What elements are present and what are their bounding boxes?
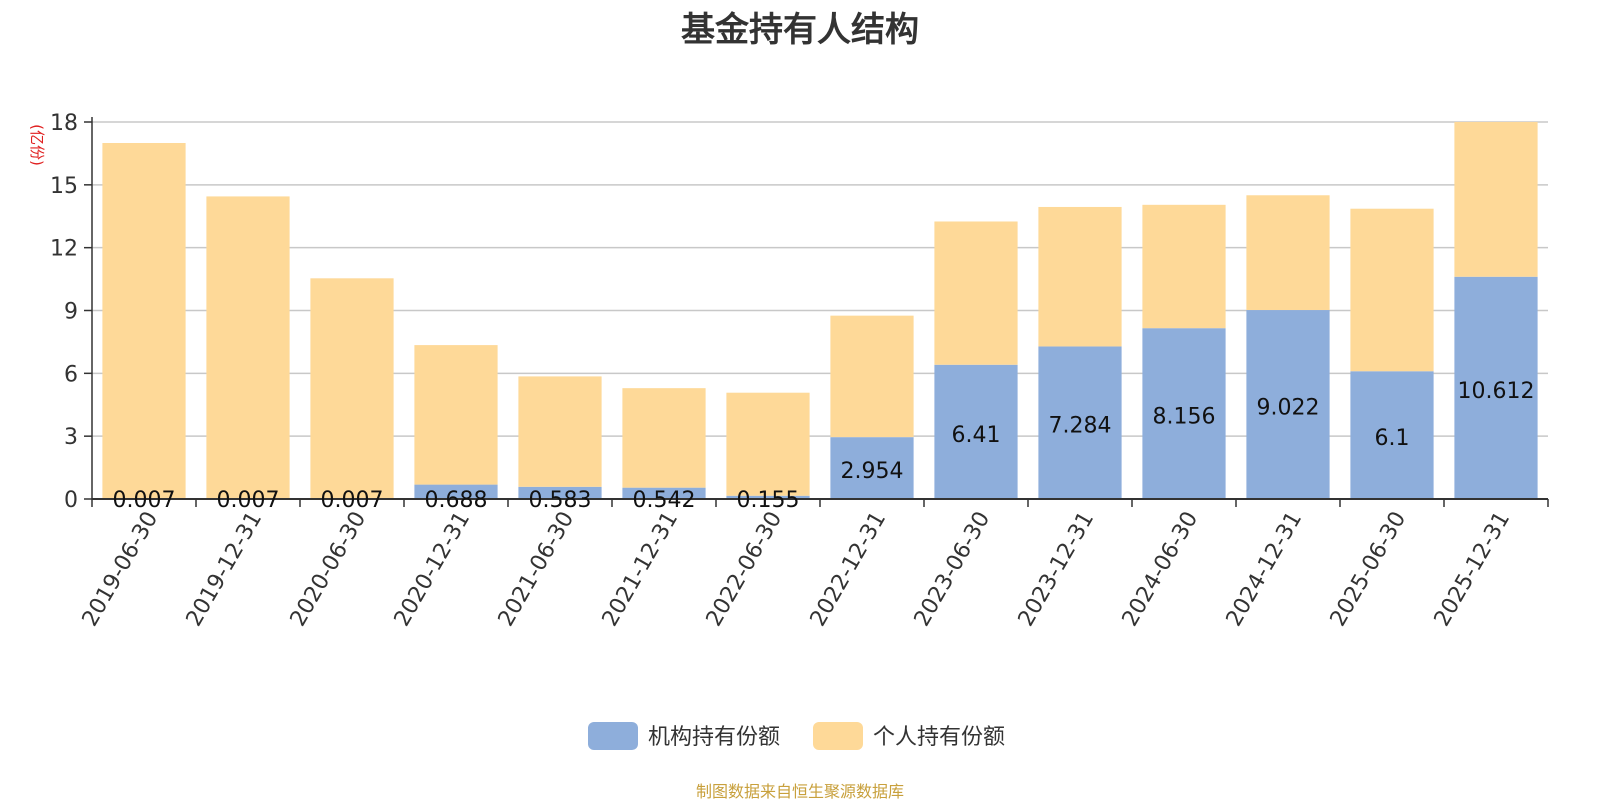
y-tick-label: 3 — [64, 425, 78, 450]
data-label: 0.155 — [737, 488, 800, 513]
x-tick-label: 2019-06-30 — [78, 508, 164, 631]
y-tick-label: 6 — [64, 362, 78, 387]
data-label: 9.022 — [1257, 396, 1320, 421]
data-label: 8.156 — [1153, 405, 1216, 430]
legend-label-institutional: 机构持有份额 — [648, 725, 780, 750]
bar-individual — [1038, 207, 1121, 346]
x-tick-label: 2021-06-30 — [494, 508, 580, 631]
x-tick-label: 2023-06-30 — [910, 508, 996, 631]
x-tick-label: 2021-12-31 — [598, 508, 684, 631]
bar-individual — [1142, 205, 1225, 328]
data-label: 0.688 — [425, 488, 488, 513]
legend-swatch-individual — [813, 722, 863, 750]
bar-individual — [206, 196, 289, 498]
data-label: 7.284 — [1049, 414, 1112, 439]
x-tick-label: 2022-06-30 — [702, 508, 788, 631]
legend-swatch-institutional — [588, 722, 638, 750]
data-label: 6.41 — [952, 423, 1001, 448]
y-tick-label: 0 — [64, 488, 78, 513]
data-label: 0.007 — [321, 488, 384, 513]
bar-individual — [518, 376, 601, 486]
x-tick-label: 2019-12-31 — [182, 508, 268, 631]
bar-individual — [830, 316, 913, 437]
legend: 机构持有份额 个人持有份额 — [588, 722, 1005, 750]
legend-label-individual: 个人持有份额 — [873, 725, 1005, 750]
bar-individual — [102, 143, 185, 499]
source-note: 制图数据来自恒生聚源数据库 — [0, 778, 1600, 802]
x-tick-label: 2020-06-30 — [286, 508, 372, 631]
y-tick-label: 18 — [50, 111, 78, 136]
bar-individual — [1350, 209, 1433, 372]
y-axis-label: (亿份) — [28, 124, 46, 166]
x-tick-label: 2025-06-30 — [1326, 508, 1412, 631]
x-tick-label: 2023-12-31 — [1014, 508, 1100, 631]
bar-individual — [414, 345, 497, 484]
x-tick-label: 2024-06-30 — [1118, 508, 1204, 631]
data-label: 0.007 — [217, 488, 280, 513]
data-label: 0.583 — [529, 488, 592, 513]
data-label: 2.954 — [841, 459, 904, 484]
bar-individual — [622, 388, 705, 487]
x-tick-label: 2024-12-31 — [1222, 508, 1308, 631]
y-axis: 0 3 6 9 12 15 18 — [50, 111, 92, 513]
bar-individual — [1246, 195, 1329, 310]
x-tick-label: 2022-12-31 — [806, 508, 892, 631]
data-label: 0.007 — [113, 488, 176, 513]
bar-individual — [934, 221, 1017, 364]
bar-individual — [726, 393, 809, 496]
data-label: 6.1 — [1375, 426, 1410, 451]
bar-individual — [310, 278, 393, 499]
x-tick-label: 2025-12-31 — [1430, 508, 1516, 631]
y-tick-label: 9 — [64, 300, 78, 325]
x-tick-label: 2020-12-31 — [390, 508, 476, 631]
y-tick-label: 12 — [50, 237, 78, 262]
y-tick-label: 15 — [50, 174, 78, 199]
bar-individual — [1454, 122, 1537, 277]
data-label: 10.612 — [1458, 379, 1535, 404]
data-label: 0.542 — [633, 488, 696, 513]
